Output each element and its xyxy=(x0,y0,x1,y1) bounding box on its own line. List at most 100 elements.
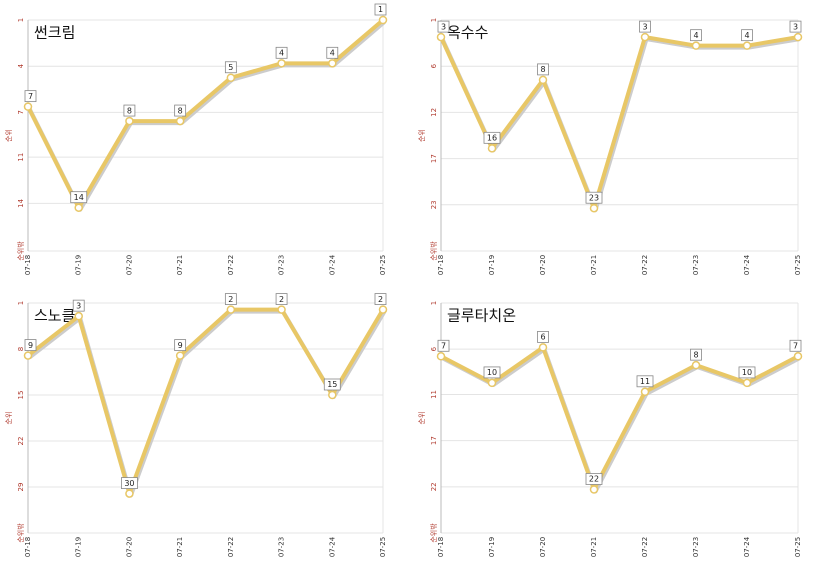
chart-title: 썬크림 xyxy=(34,24,75,42)
value-label-box xyxy=(275,46,288,59)
y-tick-label: 11 xyxy=(430,390,438,399)
x-tick-label: 07-23 xyxy=(692,537,700,557)
x-tick-label: 07-20 xyxy=(539,537,547,557)
y-tick-label: 15 xyxy=(17,391,25,400)
value-label: 7 xyxy=(793,341,798,350)
value-label-box xyxy=(738,366,756,379)
x-tick-label: 07-22 xyxy=(227,537,235,557)
value-label: 1 xyxy=(378,5,383,14)
y-tick-label: 순위밖 xyxy=(16,523,25,543)
point xyxy=(378,15,388,25)
value-label: 9 xyxy=(28,341,33,350)
point xyxy=(589,485,599,494)
series-line xyxy=(26,18,385,210)
point xyxy=(378,305,388,314)
value-label: 22 xyxy=(589,475,599,484)
x-tick-label: 07-22 xyxy=(641,537,649,557)
point xyxy=(742,41,752,50)
value-label-box xyxy=(789,20,802,33)
value-label: 3 xyxy=(441,22,446,31)
value-label: 11 xyxy=(640,377,650,386)
value-label: 4 xyxy=(279,49,284,58)
y-axis-label: 순위 xyxy=(418,129,426,142)
value-label: 15 xyxy=(327,380,337,389)
y-tick-label: 12 xyxy=(430,108,438,117)
value-label-box xyxy=(224,61,237,74)
x-tick-label: 07-23 xyxy=(692,255,700,275)
value-label-box xyxy=(789,339,802,352)
value-label-box xyxy=(174,104,187,117)
point xyxy=(487,378,497,388)
value-label-box xyxy=(639,20,651,33)
value-label-box xyxy=(483,131,501,144)
value-label-box xyxy=(275,293,288,305)
y-tick-label: 1 xyxy=(17,18,25,22)
x-tick-label: 07-21 xyxy=(590,537,598,557)
y-tick-label: 23 xyxy=(430,200,438,209)
y-tick-label: 7 xyxy=(17,110,25,114)
series-line xyxy=(440,345,799,492)
point xyxy=(436,32,446,42)
value-label-box xyxy=(585,191,603,204)
chart-panel: 1 6 11 17 22 순위밖 순위 07-18 07-19 07-20 07-21 07-22 07… xyxy=(418,301,803,557)
x-tick-label: 07-18 xyxy=(437,537,445,557)
x-tick-label: 07-19 xyxy=(488,255,496,275)
value-label: 10 xyxy=(487,368,497,377)
y-tick-label: 17 xyxy=(430,436,438,445)
value-label-box xyxy=(483,366,501,379)
value-label-box xyxy=(537,63,549,76)
x-tick-label: 07-22 xyxy=(227,255,235,275)
x-tick-label: 07-19 xyxy=(488,537,496,557)
point xyxy=(175,351,185,360)
value-label-box xyxy=(690,348,702,361)
point xyxy=(328,59,337,68)
value-label: 3 xyxy=(76,301,81,310)
line-shadow xyxy=(440,37,800,213)
point xyxy=(793,352,803,361)
y-tick-label: 4 xyxy=(17,63,25,68)
value-label: 7 xyxy=(441,341,446,350)
point xyxy=(125,489,134,498)
x-tick-label: 07-23 xyxy=(278,537,286,557)
x-tick-label: 07-25 xyxy=(379,255,387,275)
value-label: 30 xyxy=(124,479,134,488)
y-axis-label: 순위 xyxy=(5,412,13,425)
x-tick-label: 07-18 xyxy=(437,255,445,275)
value-label: 2 xyxy=(279,295,284,304)
value-label: 8 xyxy=(540,65,545,74)
x-tick-label: 07-24 xyxy=(328,254,336,275)
value-label: 8 xyxy=(178,106,183,115)
value-label: 4 xyxy=(744,31,749,40)
y-tick-label: 14 xyxy=(17,198,25,207)
y-tick-label: 29 xyxy=(17,483,25,492)
x-tick-label: 07-21 xyxy=(176,537,184,557)
point xyxy=(175,116,185,126)
x-tick-label: 07-25 xyxy=(794,537,802,557)
y-axis-label: 순위 xyxy=(5,129,13,142)
series-line xyxy=(26,307,385,496)
x-tick-label: 07-18 xyxy=(24,255,32,275)
value-label-box xyxy=(690,29,702,42)
point xyxy=(691,41,701,50)
x-tick-label: 07-24 xyxy=(743,254,751,275)
value-label-box xyxy=(123,104,136,117)
point xyxy=(538,343,548,352)
value-label-box xyxy=(323,378,341,391)
value-label-box xyxy=(72,299,85,312)
x-tick-label: 07-22 xyxy=(641,255,649,275)
value-label: 2 xyxy=(378,295,383,304)
value-label: 14 xyxy=(74,193,84,202)
point xyxy=(691,360,701,370)
value-label-box xyxy=(374,3,387,16)
value-label: 23 xyxy=(589,193,599,202)
value-label: 9 xyxy=(178,341,183,350)
y-tick-label: 8 xyxy=(17,347,25,351)
chart-title: 글루타치온 xyxy=(447,307,516,325)
value-label: 7 xyxy=(28,92,33,101)
y-tick-label: 22 xyxy=(430,482,438,491)
y-tick-label: 6 xyxy=(430,346,438,351)
y-tick-label: 6 xyxy=(430,63,438,68)
